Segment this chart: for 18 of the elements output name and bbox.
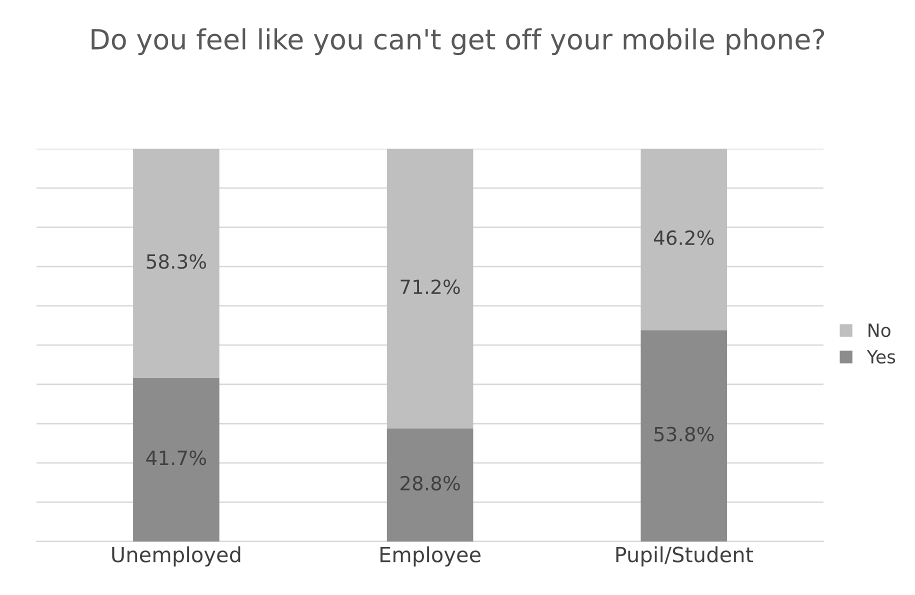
x-tick-label: Unemployed [112, 546, 240, 566]
legend-label: Yes [866, 350, 896, 364]
data-label: 53.8% [654, 426, 714, 442]
bar [640, 148, 728, 330]
x-tick-label: Employee [380, 546, 481, 566]
data-label: 46.2% [654, 230, 714, 246]
data-label: 58.3% [146, 254, 206, 269]
bar [386, 428, 474, 542]
bar [640, 330, 728, 542]
x-tick-label: Pupil/Student [616, 546, 754, 566]
bar [386, 148, 474, 428]
legend-label: No [868, 324, 890, 338]
data-label: 41.7% [146, 450, 206, 466]
data-label: 28.8% [400, 476, 460, 491]
chart-title: Do you feel like you can't get off your mobile phone? [92, 28, 824, 56]
data-label: 71.2% [400, 279, 460, 294]
bar [133, 148, 220, 378]
bar [133, 378, 220, 542]
